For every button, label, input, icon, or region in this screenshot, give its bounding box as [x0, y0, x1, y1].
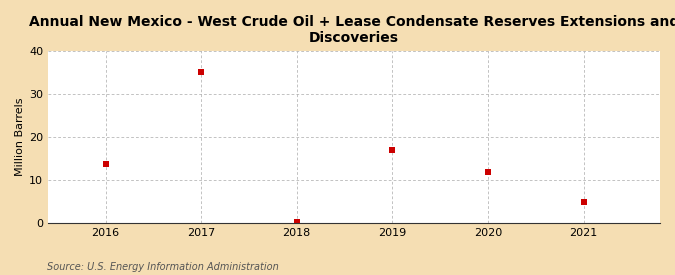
Text: Source: U.S. Energy Information Administration: Source: U.S. Energy Information Administ… [47, 262, 279, 272]
Title: Annual New Mexico - West Crude Oil + Lease Condensate Reserves Extensions and
Di: Annual New Mexico - West Crude Oil + Lea… [29, 15, 675, 45]
Y-axis label: Million Barrels: Million Barrels [15, 98, 25, 176]
